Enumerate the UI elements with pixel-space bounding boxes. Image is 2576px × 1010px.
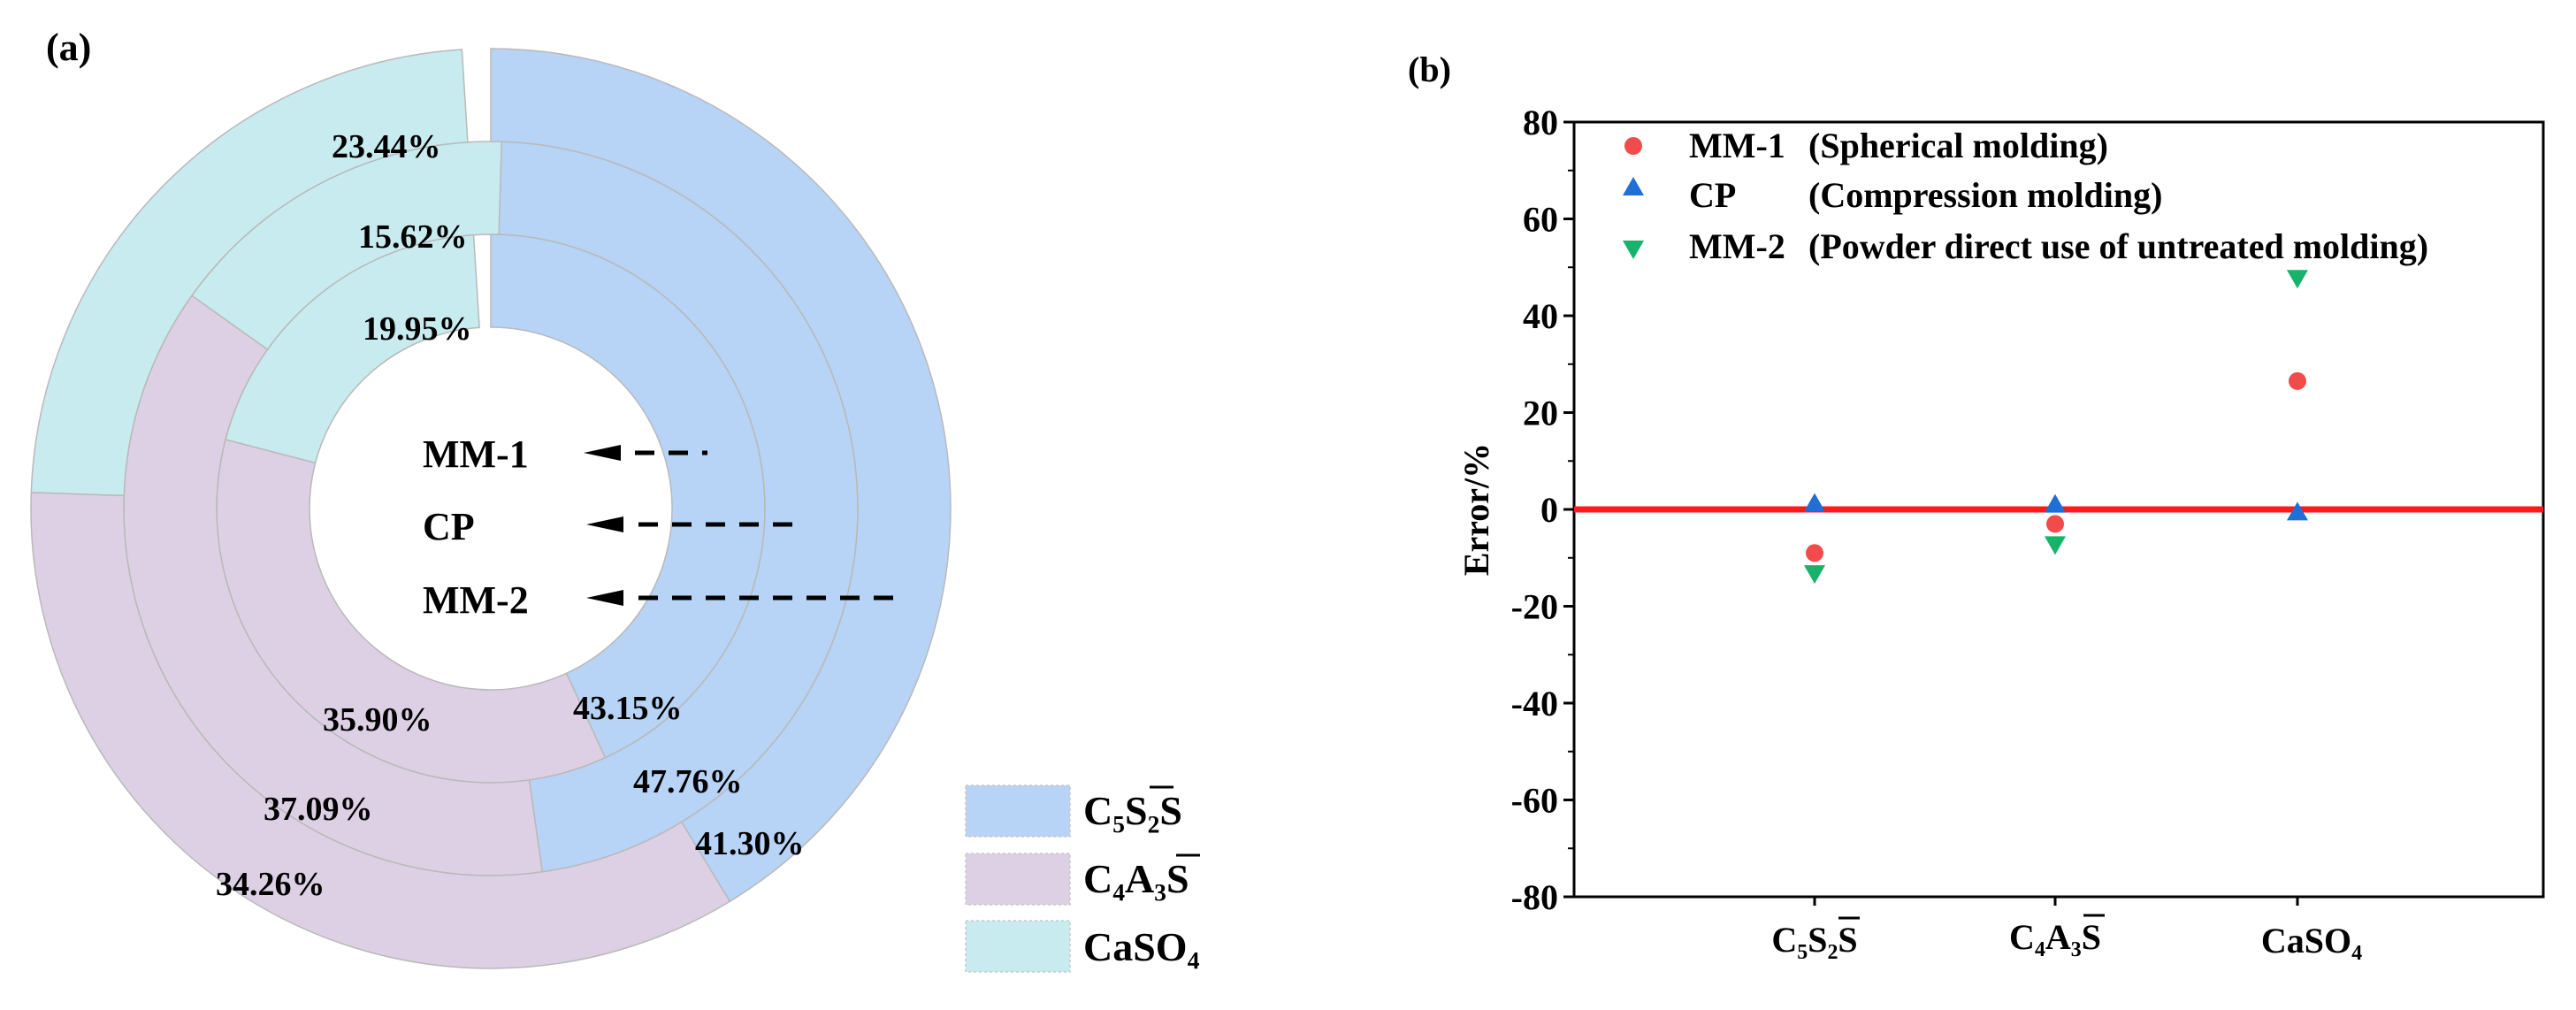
x-tick-label-c4a3s: C₄A₃S [2009, 917, 2101, 957]
label-c5s2s-mm1: 43.15% [573, 690, 683, 727]
legend-label-caso4: CaSO₄ [1083, 924, 1200, 969]
y-tick-label: 20 [1523, 394, 1558, 433]
label-c4a3s-cp: 37.09% [264, 791, 373, 828]
legend-b: MM-1 (Spherical molding) CP (Compression… [1623, 126, 2428, 266]
legend-marker-cp [1623, 177, 1644, 195]
legend-swatch-caso4 [965, 920, 1071, 973]
y-tick-label: 0 [1540, 490, 1558, 530]
label-c5s2s-cp: 47.76% [633, 763, 743, 800]
y-tick-label: 40 [1523, 296, 1558, 336]
legend-label-mm1: MM-1 [1689, 126, 1785, 165]
y-tick-label: -20 [1511, 587, 1558, 627]
legend-desc-mm1: (Spherical molding) [1808, 126, 2108, 165]
y-tick-label: -40 [1511, 684, 1558, 723]
x-tick-label-c5s2s: C₅S₂S [1771, 920, 1857, 960]
center-label-cp: CP [423, 505, 475, 548]
legend-label-cp: CP [1689, 175, 1736, 215]
segment-c4a3s-mm2 [30, 491, 731, 969]
legend-label-mm2: MM-2 [1689, 226, 1785, 266]
legend-label-c5s2s: C₅S₂S [1083, 788, 1182, 833]
point-cp-c4a3s [2045, 494, 2066, 513]
segment-c5s2s-mm2 [490, 48, 952, 903]
point-cp-c5s2s [1804, 493, 1825, 512]
label-c4a3s-mm1: 35.90% [323, 701, 432, 738]
y-axis: 80 60 40 20 0 -20 -40 -60 -80 [1511, 103, 1574, 917]
x-tick-label-caso4: CaSO₄ [2261, 921, 2362, 960]
point-mm1-caso4 [2289, 371, 2306, 390]
arrow-head-mm2 [586, 590, 623, 606]
nested-donut-chart [30, 48, 952, 969]
legend-label-c4a3s: C₄A₃S [1083, 856, 1189, 901]
center-label-mm2: MM-2 [423, 578, 529, 622]
point-mm1-c4a3s [2046, 515, 2064, 533]
y-axis-title: Error/% [1456, 443, 1496, 576]
legend-desc-cp: (Compression molding) [1808, 175, 2162, 215]
legend-desc-mm2: (Powder direct use of untreated molding) [1808, 226, 2428, 266]
percent-labels: 23.44% 15.62% 19.95% 43.15% 47.76% 41.30… [216, 128, 805, 903]
point-cp-caso4 [2287, 501, 2308, 521]
arrow-head-cp [586, 516, 623, 532]
point-mm2-caso4 [2287, 270, 2308, 289]
panel-b-label: (b) [1408, 50, 1451, 89]
label-c5s2s-mm2: 41.30% [695, 825, 805, 862]
panel-a-label: (a) [46, 26, 91, 69]
segment-caso4-mm2 [30, 49, 469, 497]
center-label-mm1: MM-1 [423, 432, 529, 476]
x-axis: C₅S₂S C₄A₃S CaSO₄ [1771, 897, 2362, 960]
point-mm1-c5s2s [1806, 544, 1823, 562]
scatter-points [1804, 270, 2308, 585]
label-caso4-mm2: 23.44% [332, 128, 441, 165]
y-tick-label: -60 [1511, 781, 1558, 821]
legend-marker-mm1 [1624, 137, 1642, 155]
legend-a: C₅S₂S C₄A₃S CaSO₄ [965, 784, 1200, 973]
y-tick-label: 80 [1523, 103, 1558, 142]
label-caso4-cp: 15.62% [358, 218, 468, 256]
legend-swatch-c5s2s [965, 784, 1071, 838]
y-tick-label: 60 [1523, 200, 1558, 240]
label-c4a3s-mm2: 34.26% [216, 866, 325, 903]
y-tick-label: -80 [1511, 877, 1558, 917]
label-caso4-mm1: 19.95% [363, 310, 472, 348]
legend-swatch-c4a3s [965, 853, 1071, 906]
legend-marker-mm2 [1623, 241, 1644, 259]
arrow-head-mm1 [584, 445, 621, 461]
point-mm2-c4a3s [2045, 536, 2066, 555]
ring-arrows [584, 445, 893, 606]
point-mm2-c5s2s [1804, 565, 1825, 585]
